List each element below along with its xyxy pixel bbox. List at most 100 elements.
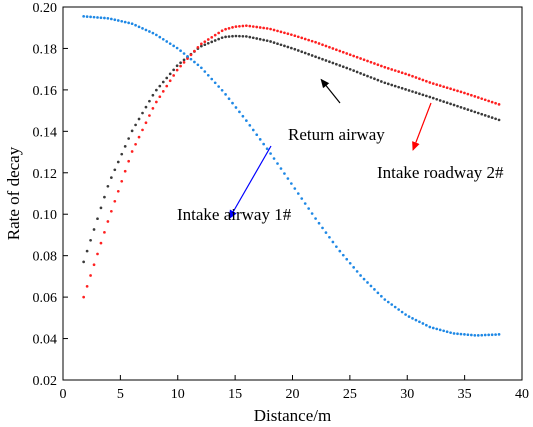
data-point — [286, 45, 290, 49]
data-point — [445, 101, 449, 105]
data-point — [186, 57, 189, 60]
data-point — [445, 330, 449, 334]
data-point — [130, 150, 134, 153]
data-point — [456, 104, 459, 108]
data-point — [328, 45, 331, 49]
data-point — [158, 95, 162, 99]
data-point — [445, 86, 449, 90]
data-point — [227, 35, 231, 38]
data-point — [286, 32, 290, 36]
data-point — [113, 168, 117, 172]
data-point — [161, 80, 165, 84]
data-point — [321, 226, 324, 230]
data-point — [338, 49, 342, 53]
annotation-arrow — [412, 102, 432, 151]
data-point — [366, 74, 369, 78]
data-point — [127, 159, 131, 163]
data-point — [314, 217, 317, 220]
x-tick-label: 30 — [400, 387, 414, 402]
data-point — [179, 49, 182, 53]
data-point — [206, 73, 210, 77]
data-point — [293, 34, 297, 38]
y-tick-label: 0.20 — [33, 1, 58, 16]
data-point — [328, 60, 331, 64]
data-point — [317, 56, 321, 60]
annotation-label: Return airway — [288, 125, 385, 144]
data-point — [220, 88, 224, 92]
data-point — [175, 64, 179, 68]
data-point — [106, 220, 110, 223]
data-point — [217, 37, 221, 41]
data-point — [321, 43, 324, 47]
data-point — [418, 92, 421, 96]
data-point — [442, 100, 446, 103]
data-point — [331, 240, 335, 244]
data-point — [470, 93, 473, 97]
data-point — [400, 86, 404, 90]
data-point — [193, 60, 196, 64]
data-point — [265, 39, 269, 43]
data-point — [89, 274, 92, 277]
data-point — [463, 91, 466, 95]
x-tick-label: 25 — [343, 387, 357, 402]
data-point — [497, 333, 501, 336]
data-point — [255, 37, 259, 40]
data-point — [494, 333, 497, 336]
data-point — [449, 102, 452, 106]
data-point — [234, 106, 238, 109]
annotation-0: Return airway — [288, 78, 385, 144]
x-tick-label: 35 — [458, 387, 472, 402]
data-point — [345, 66, 349, 70]
data-point — [168, 79, 172, 83]
data-point — [307, 52, 311, 56]
data-point — [193, 49, 196, 53]
data-point — [203, 43, 207, 47]
y-tick-label: 0.08 — [33, 250, 58, 265]
data-point — [276, 162, 279, 165]
data-point — [269, 27, 272, 31]
data-point — [293, 47, 297, 51]
data-point — [307, 38, 311, 42]
data-point — [428, 95, 432, 99]
data-point — [120, 179, 124, 183]
data-point — [227, 97, 231, 101]
data-point — [296, 35, 300, 39]
data-point — [134, 23, 137, 27]
data-point — [400, 71, 404, 75]
data-point — [348, 261, 352, 265]
data-point — [438, 84, 442, 87]
data-point — [418, 77, 421, 81]
data-point — [137, 117, 141, 121]
data-point — [144, 105, 148, 109]
data-point — [186, 55, 189, 58]
data-point — [338, 64, 342, 67]
data-point — [435, 327, 439, 331]
y-tick-label: 0.04 — [33, 333, 58, 348]
data-point — [393, 84, 397, 88]
data-point — [120, 19, 124, 23]
data-point — [262, 26, 266, 30]
data-point — [165, 40, 169, 43]
data-point — [380, 80, 383, 83]
data-point — [293, 187, 297, 190]
data-point — [362, 73, 366, 77]
data-point — [466, 333, 470, 337]
data-point — [89, 238, 92, 242]
data-point — [296, 192, 300, 195]
data-point — [116, 160, 120, 164]
data-point — [103, 16, 106, 20]
data-point — [476, 96, 480, 99]
data-point — [116, 189, 120, 193]
data-point — [224, 27, 227, 31]
data-point — [158, 35, 162, 39]
data-point — [189, 53, 193, 57]
plot-frame — [62, 6, 523, 381]
data-point — [376, 78, 380, 82]
data-point — [158, 84, 162, 88]
y-tick-label: 0.18 — [33, 42, 58, 57]
data-point — [300, 197, 304, 200]
data-point — [262, 142, 266, 146]
data-point — [213, 81, 217, 85]
y-axis-title: Rate of decay — [4, 146, 23, 240]
